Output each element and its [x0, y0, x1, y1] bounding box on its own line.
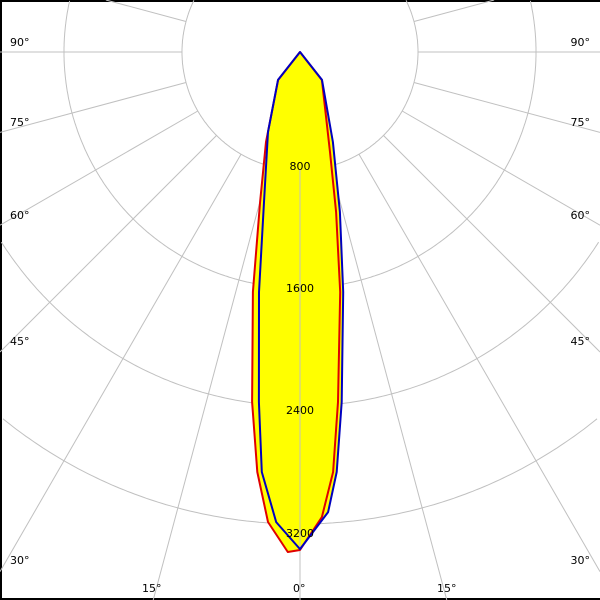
ring-label-3200: 3200 [286, 527, 314, 540]
ring-label-2400: 2400 [286, 404, 314, 417]
ring-label-800: 800 [290, 160, 311, 173]
angle-label-0: 0° [293, 582, 306, 595]
curve-fill-1 [258, 52, 344, 550]
angle-label-left-30: 30° [10, 554, 30, 567]
spoke-60 [401, 110, 600, 226]
spoke-75 [413, 82, 600, 133]
spoke--75 [0, 82, 187, 133]
labels: 800 1600 2400 3200 90° 75° 60° 45° 30° 1… [10, 36, 590, 595]
angle-label-right-30: 30° [571, 554, 591, 567]
spoke--45 [0, 135, 217, 353]
curve-line-1 [257, 51, 345, 551]
spoke--15 [152, 165, 270, 600]
spoke-45 [383, 135, 600, 353]
angle-label-right-90: 90° [571, 36, 591, 49]
angle-label-right-75: 75° [571, 116, 591, 129]
angle-label-left-75: 75° [10, 116, 30, 129]
angle-label-right-45: 45° [571, 335, 591, 348]
curve-line-0 [251, 51, 342, 553]
spoke-105 [413, 0, 495, 22]
ring-label-1600: 1600 [286, 282, 314, 295]
angle-label-left-15: 15° [142, 582, 162, 595]
spoke--60 [0, 110, 199, 226]
angle-label-left-45: 45° [10, 335, 30, 348]
angle-label-left-90: 90° [10, 36, 30, 49]
angle-label-left-60: 60° [10, 209, 30, 222]
angle-label-right-15: 15° [437, 582, 457, 595]
curve-fills [252, 52, 344, 552]
spoke-15 [330, 165, 448, 600]
curves [251, 51, 345, 553]
angle-label-right-60: 60° [571, 209, 591, 222]
spoke--105 [105, 0, 187, 22]
spoke--30 [0, 153, 242, 572]
spoke-30 [358, 153, 600, 572]
